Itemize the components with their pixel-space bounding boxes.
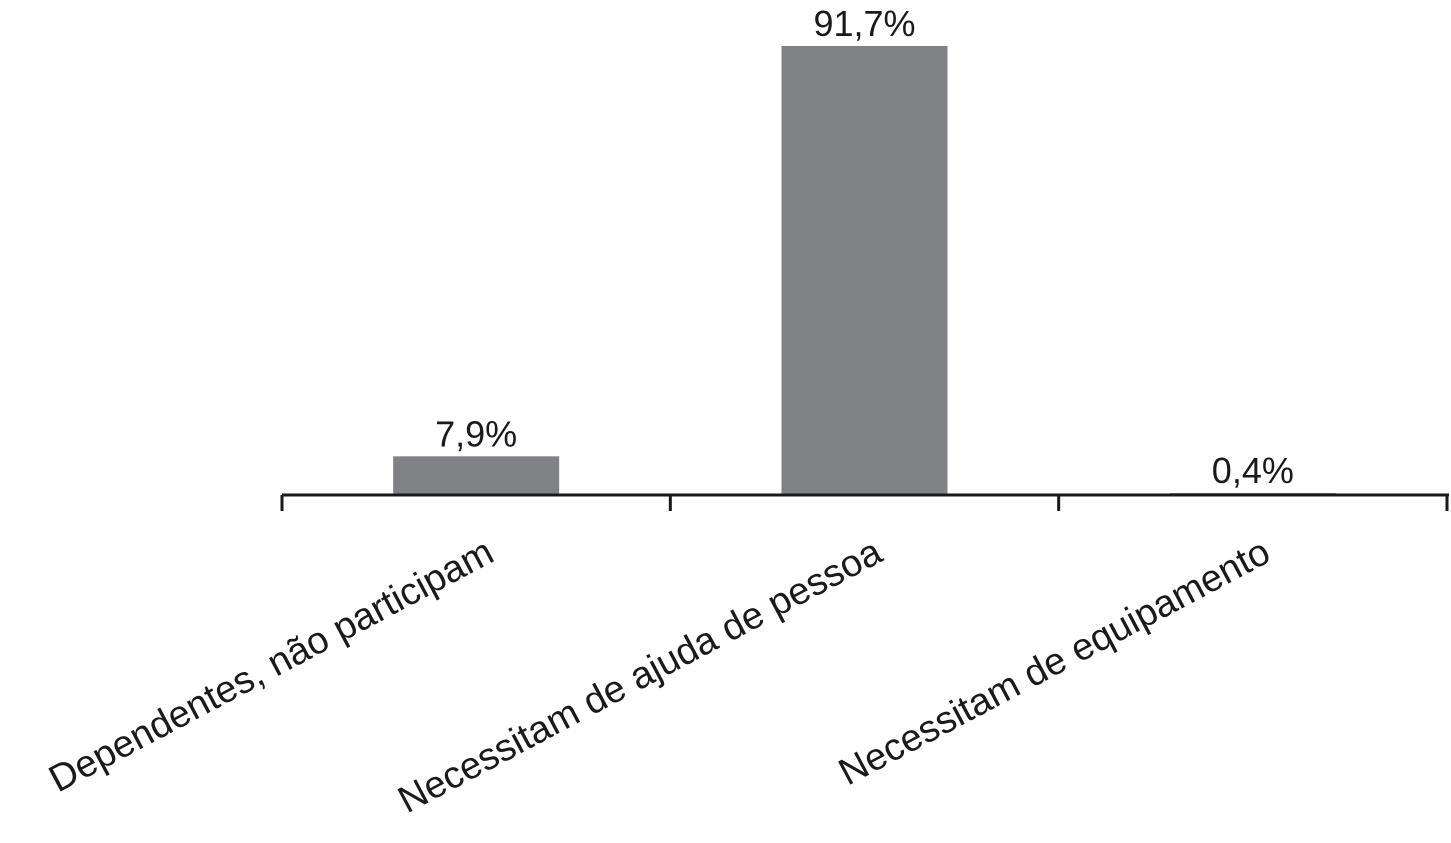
- value-label: 7,9%: [435, 413, 517, 454]
- value-label: 91,7%: [813, 3, 915, 44]
- x-tick-label: Necessitam de equipamento: [832, 531, 1277, 794]
- bar: [393, 456, 560, 495]
- bar: [781, 46, 948, 495]
- value-label: 0,4%: [1212, 450, 1294, 491]
- x-tick-label: Dependentes, não participam: [42, 531, 500, 801]
